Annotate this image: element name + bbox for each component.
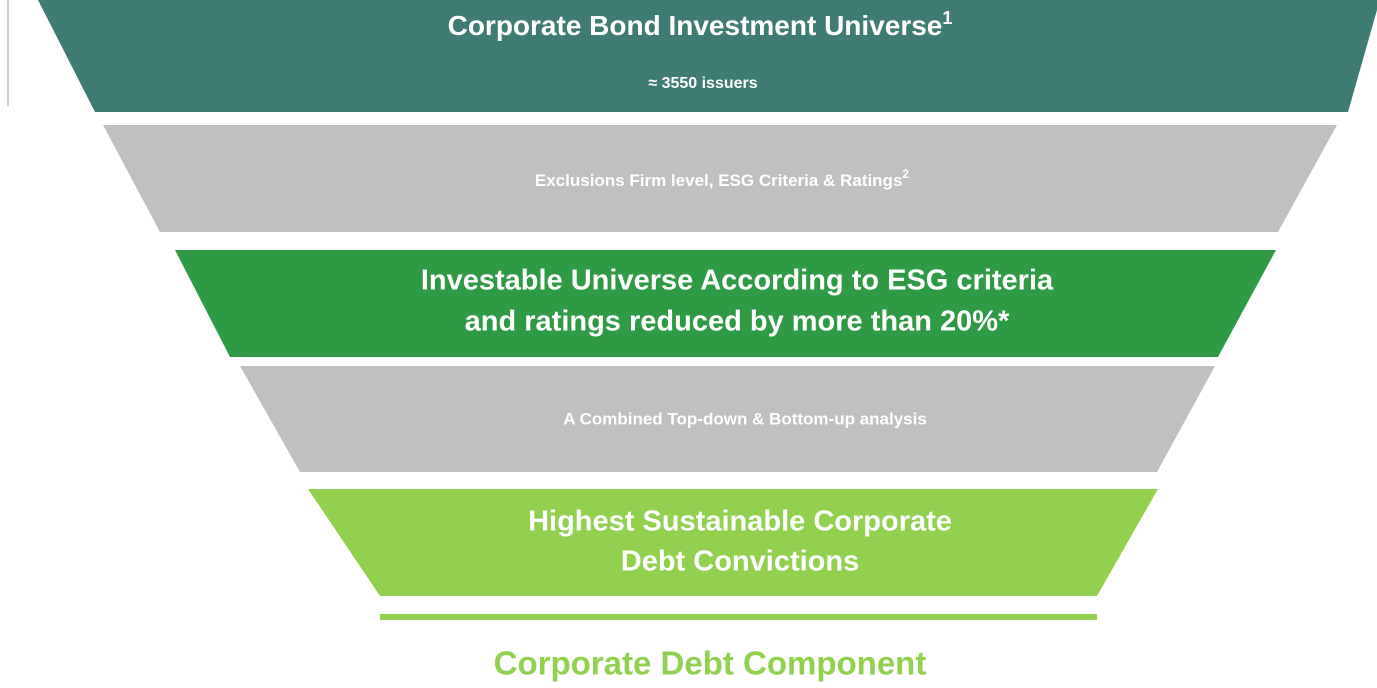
level-text: A Combined Top-down & Bottom-up analysis <box>563 409 927 428</box>
level-text: Exclusions Firm level, ESG Criteria & Ra… <box>535 171 903 190</box>
funnel-layer <box>38 0 1377 112</box>
level-title: Exclusions Firm level, ESG Criteria & Ra… <box>535 167 910 190</box>
superscript: 1 <box>942 8 952 28</box>
level-text: and ratings reduced by more than 20%* <box>465 306 1010 338</box>
funnel-layer <box>308 489 1158 596</box>
level-text: Investable Universe According to ESG cri… <box>421 265 1054 297</box>
level-text: Corporate Bond Investment Universe <box>448 10 943 41</box>
level-text: Highest Sustainable Corporate <box>528 506 952 538</box>
funnel-layer <box>103 125 1337 232</box>
level-subtitle: ≈ 3550 issuers <box>648 75 757 92</box>
funnel-layer <box>240 366 1215 472</box>
result-text: Corporate Debt Component <box>494 645 927 682</box>
funnel-layer <box>175 250 1276 357</box>
level-title: Corporate Bond Investment Universe1 <box>448 8 953 42</box>
superscript: 2 <box>902 167 909 181</box>
level-text: Debt Convictions <box>621 546 859 578</box>
funnel-bar <box>380 614 1097 620</box>
